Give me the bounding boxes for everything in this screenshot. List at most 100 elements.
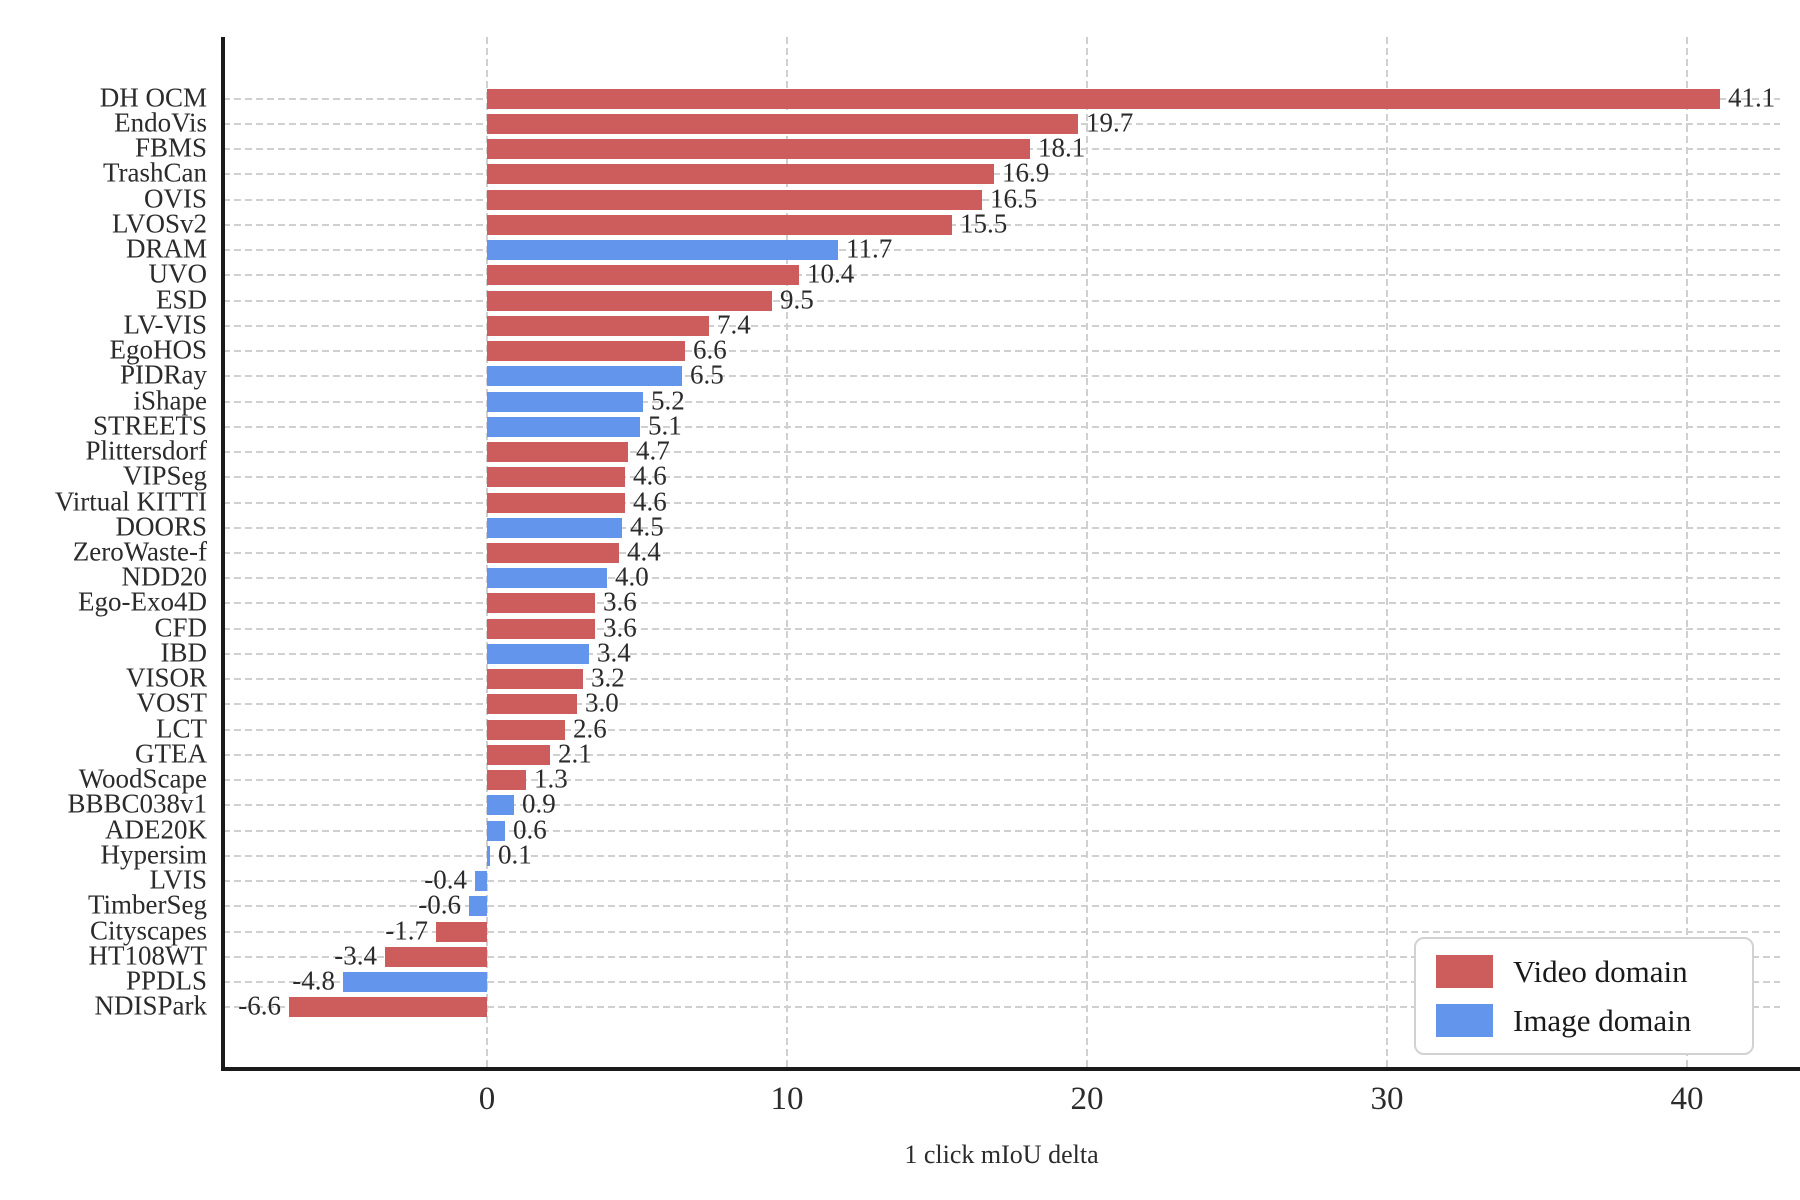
- x-tick-label: 20: [1070, 1081, 1104, 1117]
- value-label-ade20k: 0.6: [513, 814, 547, 845]
- bar-lvis: [475, 871, 487, 892]
- bar-lct: [487, 719, 565, 740]
- x-axis-title: 1 click mIoU delta: [904, 1140, 1099, 1169]
- bar-ppdls: [343, 972, 487, 993]
- bar-plittersdorf: [487, 442, 628, 462]
- value-label-lct: 2.6: [573, 713, 607, 744]
- value-label-zerowaste-f: 4.4: [627, 536, 661, 567]
- legend-label: Video domain: [1513, 954, 1688, 989]
- x-tick-label: 10: [770, 1081, 804, 1117]
- bar-row-ishape: 5.2: [223, 386, 1780, 414]
- bar-uvo: [487, 265, 799, 286]
- gridline-h: [223, 451, 1780, 453]
- y-tick-label-woodscape: WoodScape: [78, 763, 207, 794]
- gridline-h: [223, 1006, 1780, 1009]
- bar-hypersim: [487, 845, 490, 866]
- y-tick-label-vost: VOST: [136, 687, 207, 718]
- gridline-h: [223, 198, 1780, 201]
- x-tick-label: 40: [1670, 1081, 1704, 1117]
- bar-trashcan: [487, 164, 994, 185]
- bar-row-dh-ocm: 41.1: [223, 82, 1780, 113]
- gridline-h: [223, 981, 1780, 984]
- bar-dram: [487, 240, 838, 261]
- value-label-ppdls: -4.8: [292, 965, 335, 996]
- y-tick-label-fbms: FBMS: [134, 132, 207, 163]
- y-tick-label-ibd: IBD: [160, 637, 208, 668]
- y-tick-label-ovis: OVIS: [143, 183, 207, 214]
- y-tick-label-dh-ocm: DH OCM: [99, 82, 207, 113]
- bar-row-timberseg: -0.6: [223, 891, 1780, 919]
- bar-row-zerowaste-f: 4.4: [223, 536, 1780, 567]
- bar-ht108wt: [385, 946, 487, 967]
- y-tick-label-lvosv2: LVOSv2: [111, 208, 207, 239]
- value-label-esd: 9.5: [780, 283, 814, 314]
- value-label-cityscapes: -1.7: [385, 915, 428, 946]
- bar-row-streets: 5.1: [223, 412, 1780, 439]
- bar-lvosv2: [487, 214, 952, 235]
- gridline-h: [223, 728, 1780, 731]
- value-label-dh-ocm: 41.1: [1728, 82, 1776, 113]
- y-tick-label-streets: STREETS: [92, 410, 207, 441]
- bar-row-doors: 4.5: [223, 511, 1780, 542]
- bar-cfd: [487, 618, 595, 639]
- y-tick-label-bbbc038v1: BBBC038v1: [67, 788, 207, 819]
- bar-gtea: [487, 744, 550, 765]
- value-label-lvosv2: 15.5: [960, 208, 1008, 239]
- bar-vost: [487, 694, 577, 715]
- bar-ade20k: [487, 820, 505, 841]
- x-axis-spine: [221, 1067, 1800, 1071]
- bar-row-lvosv2: 15.5: [223, 208, 1780, 239]
- bar-row-vipseg: 4.6: [223, 462, 1780, 490]
- gridline-h: [223, 577, 1780, 580]
- gridline-h: [223, 602, 1780, 605]
- bar-doors: [487, 517, 622, 538]
- gridline-h: [223, 501, 1780, 504]
- legend-label: Image domain: [1513, 1003, 1692, 1038]
- value-label-woodscape: 1.3: [534, 763, 568, 794]
- y-tick-label-cityscapes: Cityscapes: [90, 915, 207, 946]
- value-label-lv-vis: 7.4: [717, 309, 751, 340]
- value-label-plittersdorf: 4.7: [636, 435, 670, 466]
- value-label-cfd: 3.6: [603, 612, 637, 643]
- y-tick-label-lvis: LVIS: [149, 864, 207, 895]
- bar-timberseg: [469, 896, 487, 917]
- y-tick-label-cfd: CFD: [154, 612, 207, 643]
- y-tick-label-ishape: iShape: [133, 384, 208, 415]
- bar-row-endovis: 19.7: [223, 109, 1780, 136]
- bar-lv-vis: [487, 315, 709, 336]
- y-tick-label-gtea: GTEA: [135, 738, 207, 769]
- bar-row-gtea: 2.1: [223, 740, 1780, 767]
- y-tick-label-endovis: EndoVis: [114, 107, 207, 138]
- x-tick-label: 0: [478, 1081, 496, 1117]
- y-tick-label-lv-vis: LV-VIS: [123, 309, 207, 340]
- y-tick-label-lct: LCT: [156, 713, 207, 744]
- bar-row-ego-exo4d: 3.6: [223, 588, 1780, 616]
- bar-row-ovis: 16.5: [223, 184, 1780, 212]
- gridline-h: [223, 678, 1780, 681]
- y-tick-label-ppdls: PPDLS: [125, 965, 207, 996]
- value-label-trashcan: 16.9: [1002, 157, 1050, 188]
- bar-fbms: [487, 139, 1030, 160]
- value-label-doors: 4.5: [630, 511, 664, 542]
- value-label-dram: 11.7: [846, 233, 893, 264]
- gridline-h: [223, 652, 1780, 655]
- y-tick-label-ndd20: NDD20: [121, 561, 208, 592]
- value-label-uvo: 10.4: [807, 258, 855, 289]
- bar-pidray: [487, 366, 682, 387]
- bar-zerowaste-f: [487, 542, 619, 563]
- value-label-virtual-kitti: 4.6: [633, 485, 667, 516]
- gridline-h: [223, 375, 1780, 378]
- value-label-ht108wt: -3.4: [334, 940, 377, 971]
- bar-row-lvis: -0.4: [223, 866, 1780, 894]
- bar-row-pidray: 6.5: [223, 361, 1780, 389]
- bar-row-ndispark: -6.6: [223, 992, 1780, 1020]
- bar-row-trashcan: 16.9: [223, 157, 1780, 188]
- y-tick-label-virtual-kitti: Virtual KITTI: [54, 485, 207, 516]
- y-tick-label-hypersim: Hypersim: [100, 839, 207, 870]
- y-tick-label-pidray: PIDRay: [120, 359, 207, 390]
- y-tick-label-timberseg: TimberSeg: [87, 889, 207, 920]
- bar-virtual-kitti: [487, 492, 625, 513]
- y-tick-label-esd: ESD: [155, 283, 207, 314]
- y-tick-label-dram: DRAM: [125, 233, 207, 264]
- bar-row-bbbc038v1: 0.9: [223, 790, 1780, 818]
